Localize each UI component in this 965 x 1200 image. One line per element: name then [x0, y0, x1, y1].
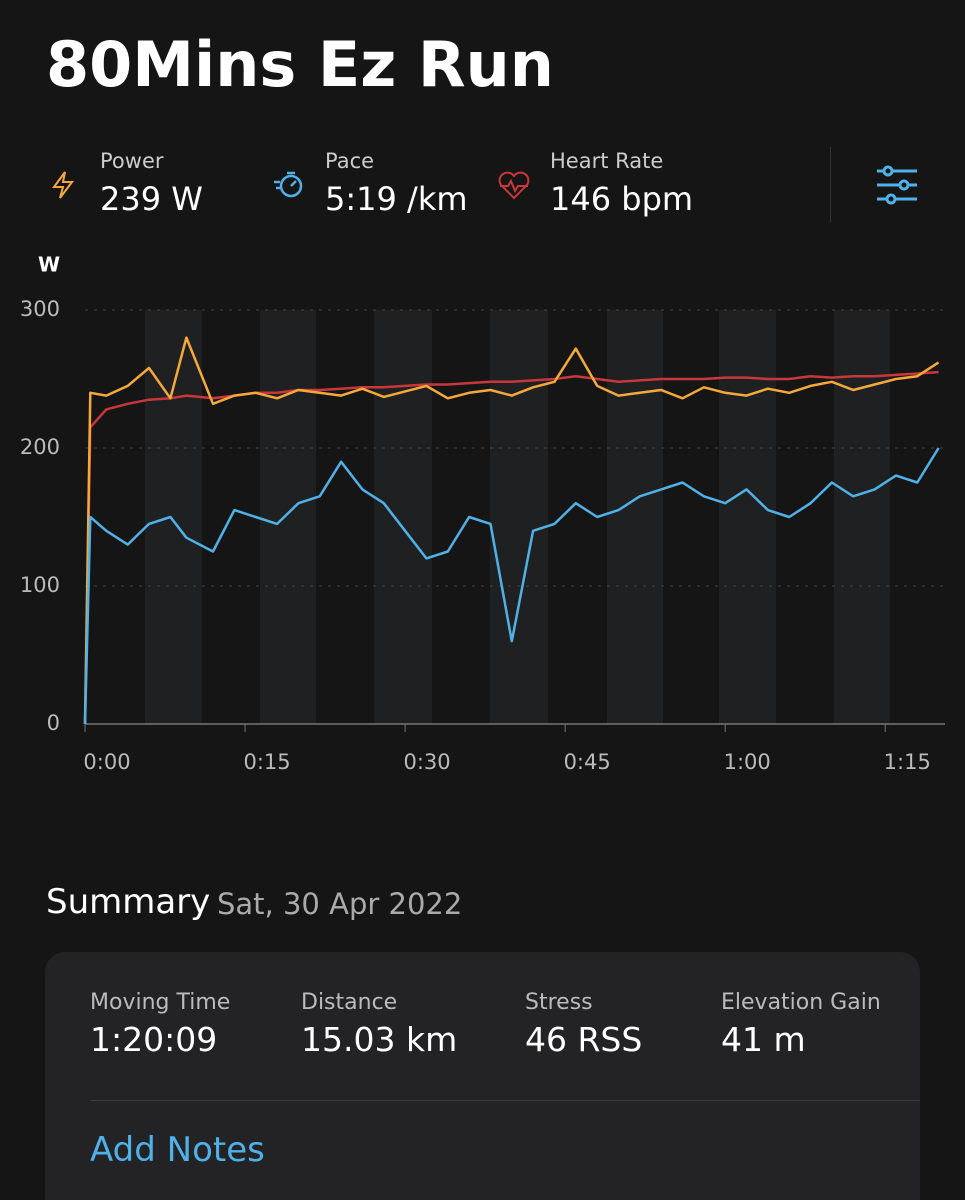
settings-button[interactable] [874, 164, 920, 208]
summary-card: Moving Time 1:20:09 Distance 15.03 km St… [45, 952, 920, 1200]
pace-icon [274, 171, 303, 198]
y-axis-label: W [38, 253, 60, 277]
card-divider [90, 1100, 920, 1101]
metric-value: 239 W [100, 180, 203, 218]
series-line [83, 370, 939, 725]
split-bands [145, 310, 890, 724]
x-tick-label: 0:00 [83, 750, 130, 774]
x-tick-label: 0:45 [564, 750, 611, 774]
y-tick-label: 200 [20, 435, 60, 459]
stat-label: Distance [301, 990, 398, 1015]
summary-title: Summary [46, 882, 211, 922]
x-tick-label: 1:00 [724, 750, 771, 774]
power-icon [52, 171, 74, 199]
stat-value: 15.03 km [301, 1020, 458, 1059]
x-tick-label: 0:30 [404, 750, 451, 774]
y-tick-label: 100 [20, 573, 60, 597]
metric-label: Power [100, 149, 164, 173]
divider [830, 147, 831, 222]
stat-value: 46 RSS [525, 1020, 643, 1059]
heart-icon [498, 171, 530, 200]
metric-label: Pace [325, 149, 375, 173]
metric-value: 5:19 /km [325, 180, 468, 218]
stat-value: 1:20:09 [90, 1020, 218, 1059]
y-tick-label: 300 [20, 297, 60, 321]
chart: W 0 100 200 300 0:00 0:15 0:30 0:45 1:00 1:15 [20, 253, 945, 774]
summary-date: Sat, 30 Apr 2022 [217, 887, 463, 921]
y-tick-label: 0 [47, 711, 60, 735]
series-line [83, 447, 940, 725]
x-tick-label: 1:15 [884, 750, 931, 774]
stat-value: 41 m [721, 1020, 806, 1059]
series-line [83, 336, 940, 725]
stat-label: Moving Time [90, 990, 231, 1015]
metric-label: Heart Rate [550, 149, 664, 173]
stat-label: Stress [525, 990, 593, 1015]
x-tick-label: 0:15 [243, 750, 290, 774]
stat-label: Elevation Gain [721, 990, 881, 1015]
metric-value: 146 bpm [550, 180, 694, 218]
add-notes-button[interactable]: Add Notes [90, 1130, 265, 1170]
title: 80Mins Ez Run [46, 28, 554, 101]
